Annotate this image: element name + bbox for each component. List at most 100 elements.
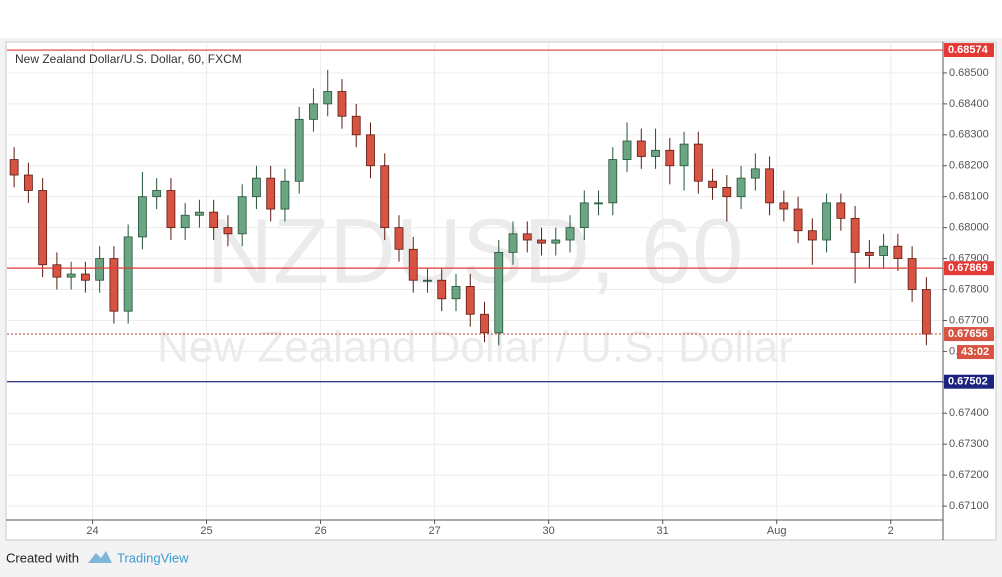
x-tick-label: 24: [86, 525, 98, 537]
last-price-bg: [944, 327, 994, 342]
watermark-subtitle: New Zealand Dollar / U.S. Dollar: [157, 323, 793, 372]
candle-body: [423, 279, 432, 282]
candle-body: [522, 233, 532, 241]
footer-brand[interactable]: TradingView: [117, 550, 189, 565]
candle-body: [23, 174, 33, 191]
candle-body: [722, 187, 732, 198]
countdown-bg: [957, 345, 994, 360]
candle-body: [52, 264, 62, 278]
y-tick-label: 0.67400: [949, 407, 989, 419]
candle-body: [750, 168, 760, 179]
candle-body: [138, 196, 147, 238]
candle-body: [309, 103, 318, 120]
candle-body: [665, 149, 675, 167]
candle-body: [266, 177, 276, 210]
y-tick-label: 0.68000: [949, 222, 989, 234]
candle-body: [437, 279, 447, 300]
top-bar: [0, 0, 1002, 38]
candle-body: [793, 208, 803, 232]
logo: [88, 551, 112, 563]
x-tick-label: 30: [543, 525, 555, 537]
candle-body: [252, 177, 261, 198]
y-tick-label: 0.68100: [949, 191, 989, 203]
y-tick-label: 0.67800: [949, 283, 989, 295]
candle-body: [323, 91, 333, 105]
candle-body: [736, 177, 746, 198]
candle-body: [394, 227, 404, 250]
y-tick-label: 0.67300: [949, 438, 989, 450]
candle-body: [765, 168, 774, 204]
candle-body: [280, 180, 290, 210]
candle-body: [693, 143, 703, 182]
candle-body: [864, 251, 874, 256]
candle-body: [152, 190, 162, 198]
footer-prefix: Created with: [6, 550, 79, 565]
candle-body: [351, 115, 361, 136]
candle-body: [209, 211, 219, 229]
candle-body: [123, 236, 133, 312]
candle-body: [223, 227, 233, 235]
candle-body: [337, 91, 347, 117]
last-price-label: 0.67656: [948, 328, 988, 340]
candle-body: [465, 286, 475, 315]
candle-body: [893, 245, 903, 259]
x-tick-label: Aug: [767, 525, 787, 537]
watermark: NZDUSD, 60: [207, 200, 744, 302]
candle-body: [237, 196, 247, 235]
candle-body: [494, 251, 504, 334]
candle-body: [565, 227, 575, 241]
candle-body: [836, 202, 846, 219]
candle-body: [9, 159, 19, 176]
candle-body: [579, 202, 589, 229]
x-tick-label: 25: [200, 525, 212, 537]
candle-body: [907, 258, 917, 290]
candle-body: [66, 273, 76, 278]
y-tick-label: 0.68500: [949, 67, 989, 79]
level-label-bg: [944, 374, 994, 389]
candle-body: [451, 286, 461, 300]
candle-body: [380, 165, 390, 229]
candle-body: [508, 233, 518, 253]
candle-body: [109, 258, 119, 312]
candle-body: [651, 149, 660, 157]
candle-body: [180, 214, 190, 229]
candle-body: [708, 180, 717, 188]
level-label-bg: [944, 43, 994, 58]
y-tick-label: 0.68200: [949, 160, 989, 172]
candle-body: [195, 211, 204, 216]
candle-body: [408, 248, 418, 281]
y-tick-label: 0.67100: [949, 500, 989, 512]
chart-title: New Zealand Dollar/U.S. Dollar, 60, FXCM: [15, 52, 242, 66]
candle-body: [608, 159, 618, 204]
candle-body: [38, 190, 48, 266]
candle-body: [807, 230, 817, 241]
candle-body: [551, 239, 561, 244]
level-label-bg: [944, 261, 994, 276]
candle-body: [594, 202, 603, 205]
candle-body: [480, 313, 489, 334]
candle-body: [779, 202, 789, 210]
candle-body: [636, 140, 646, 157]
candle-body: [294, 118, 304, 182]
level-label: 0.67869: [948, 262, 988, 274]
x-tick-label: 31: [657, 525, 669, 537]
candle-body: [366, 134, 375, 167]
level-label: 0.67502: [948, 376, 988, 388]
candle-body: [95, 258, 105, 281]
candle-body: [166, 190, 176, 229]
countdown: 43:02: [961, 346, 989, 358]
candle-body: [850, 217, 860, 253]
y-tick-label: 0.67700: [949, 314, 989, 326]
y-tick-label: 0.68300: [949, 129, 989, 141]
candle-body: [822, 202, 831, 241]
candle-body: [80, 273, 90, 281]
x-tick-label: 2: [888, 525, 894, 537]
candle-body: [921, 289, 931, 335]
candle-body: [879, 245, 889, 256]
y-tick-label: 0.68400: [949, 98, 989, 110]
candle-body: [679, 143, 689, 167]
x-tick-label: 26: [314, 525, 326, 537]
x-tick-label: 27: [428, 525, 440, 537]
